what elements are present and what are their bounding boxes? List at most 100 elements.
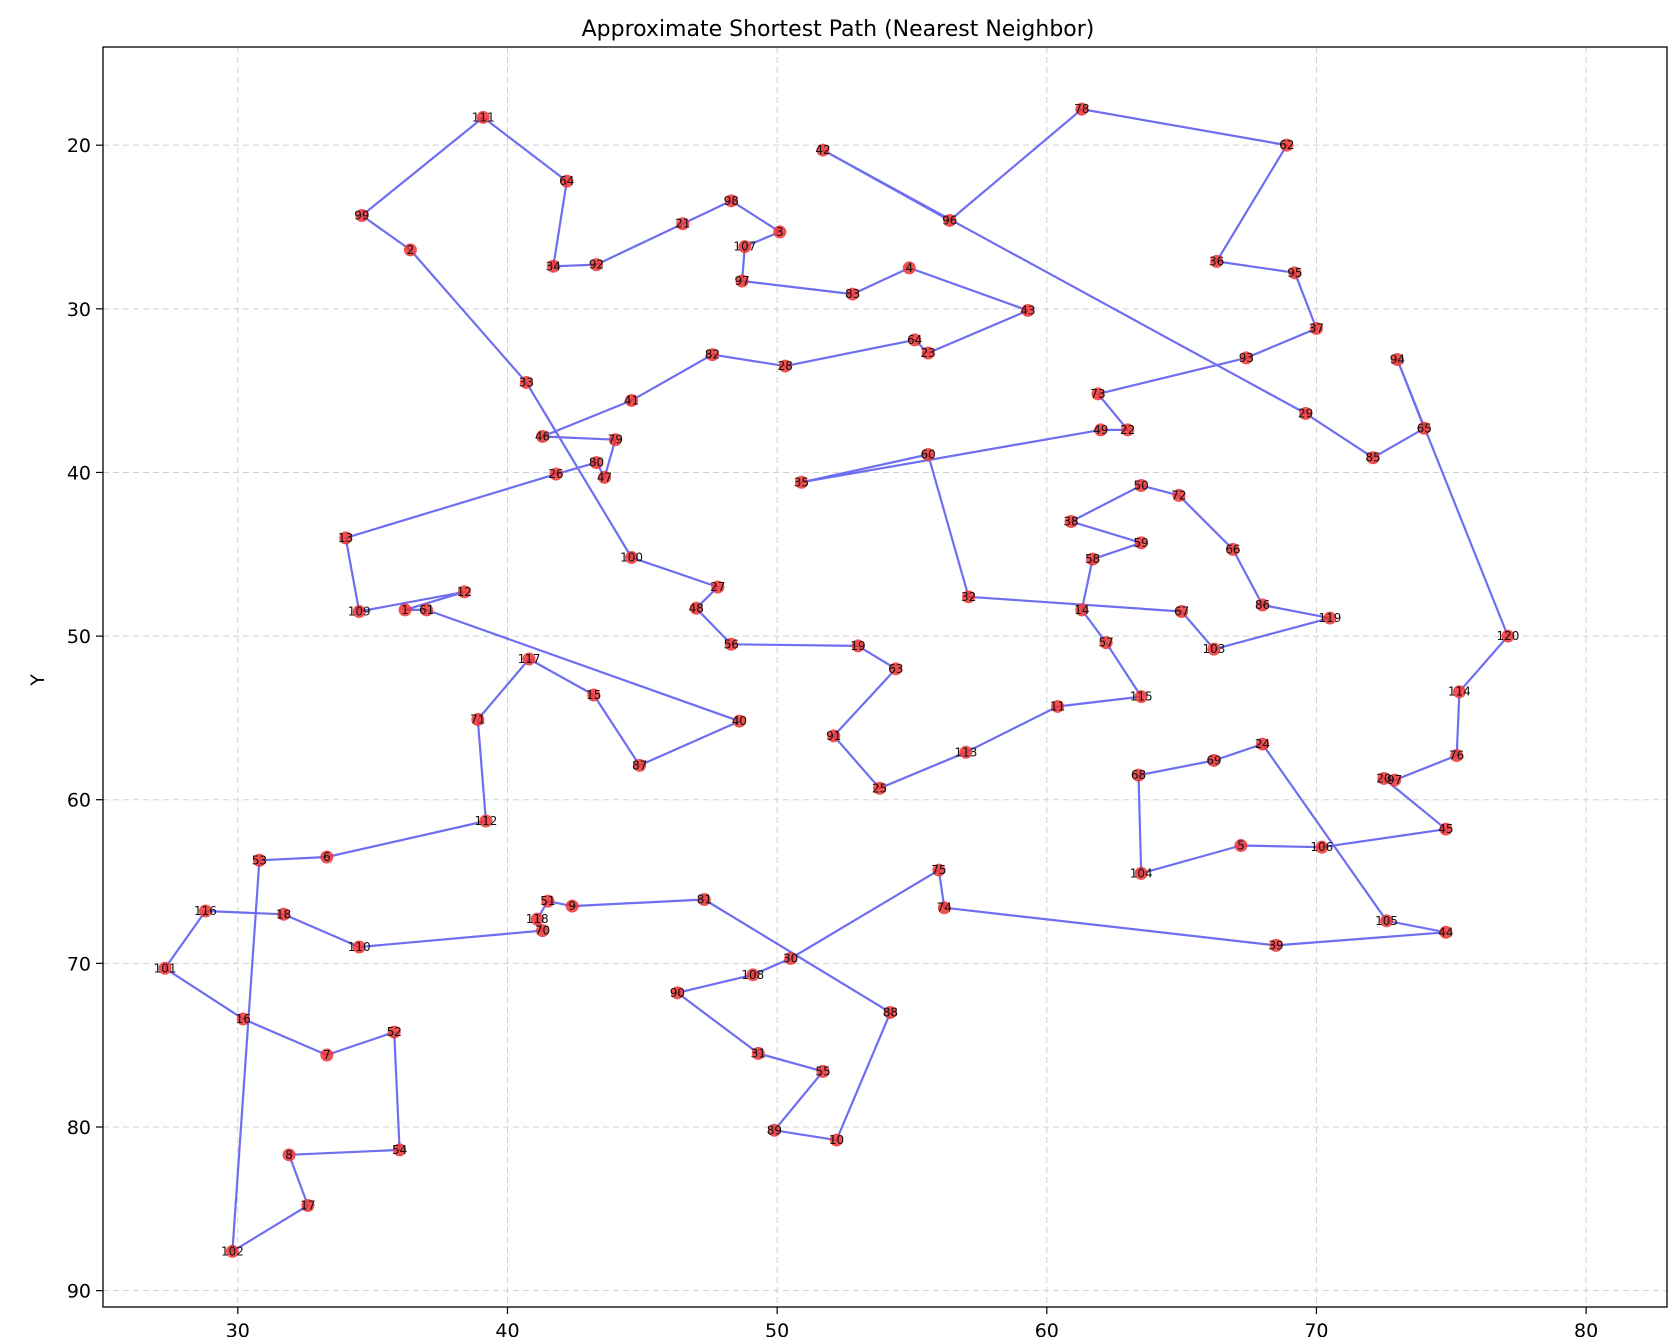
data-point bbox=[778, 359, 792, 373]
point-label: 42 bbox=[815, 143, 830, 157]
data-point bbox=[1380, 914, 1394, 928]
data-point bbox=[1099, 636, 1113, 650]
point-label: 20 bbox=[1376, 771, 1391, 785]
data-point bbox=[536, 429, 550, 443]
point-label: 45 bbox=[1438, 822, 1453, 836]
data-point bbox=[1417, 421, 1431, 435]
point-label: 78 bbox=[1074, 102, 1089, 116]
point-label: 10 bbox=[829, 1133, 844, 1147]
point-label: 117 bbox=[518, 652, 541, 666]
data-point bbox=[1075, 102, 1089, 116]
data-point bbox=[198, 904, 212, 918]
route-path bbox=[163, 108, 1509, 1253]
point-label: 95 bbox=[1287, 266, 1302, 280]
data-point bbox=[1086, 552, 1100, 566]
point-label: 16 bbox=[236, 1012, 251, 1026]
point-label: 56 bbox=[724, 637, 739, 651]
point-label: 58 bbox=[1085, 552, 1100, 566]
data-point bbox=[1269, 938, 1283, 952]
point-label: 5 bbox=[1237, 839, 1245, 853]
data-point bbox=[943, 213, 957, 227]
data-point bbox=[1021, 303, 1035, 317]
y-tick-label: 90 bbox=[67, 1281, 91, 1303]
point-label: 104 bbox=[1130, 866, 1153, 880]
point-label: 36 bbox=[1209, 254, 1224, 268]
data-point bbox=[1366, 451, 1380, 465]
data-point bbox=[829, 1133, 843, 1147]
point-label: 98 bbox=[724, 194, 739, 208]
point-label: 71 bbox=[470, 713, 485, 727]
data-point bbox=[1091, 387, 1105, 401]
point-label: 7 bbox=[323, 1048, 331, 1062]
point-label: 109 bbox=[348, 605, 371, 619]
data-point bbox=[1501, 629, 1515, 643]
x-tick-label: 60 bbox=[1035, 1320, 1059, 1337]
point-label: 72 bbox=[1171, 488, 1186, 502]
data-point bbox=[352, 605, 366, 619]
data-point bbox=[549, 467, 563, 481]
point-label: 23 bbox=[921, 346, 936, 360]
data-point bbox=[1452, 685, 1466, 699]
x-tick-label: 70 bbox=[1304, 1320, 1328, 1337]
point-label: 83 bbox=[845, 287, 860, 301]
point-label: 76 bbox=[1449, 749, 1464, 763]
data-point bbox=[697, 893, 711, 907]
point-label: 9 bbox=[568, 899, 576, 913]
data-point bbox=[457, 585, 471, 599]
point-label: 89 bbox=[767, 1123, 782, 1137]
data-point bbox=[902, 261, 916, 275]
point-label: 38 bbox=[1063, 515, 1078, 529]
data-point bbox=[959, 745, 973, 759]
data-point bbox=[1172, 488, 1186, 502]
point-label: 32 bbox=[961, 590, 976, 604]
point-label: 114 bbox=[1448, 685, 1471, 699]
data-point bbox=[816, 1064, 830, 1078]
point-label: 102 bbox=[221, 1244, 244, 1258]
data-point bbox=[1323, 611, 1337, 625]
point-label: 48 bbox=[689, 601, 704, 615]
point-label: 79 bbox=[608, 433, 623, 447]
point-label: 35 bbox=[794, 475, 809, 489]
point-label: 74 bbox=[937, 901, 952, 915]
data-point bbox=[732, 714, 746, 728]
point-label: 11 bbox=[1050, 699, 1065, 713]
point-label: 105 bbox=[1375, 914, 1398, 928]
point-label: 99 bbox=[354, 209, 369, 223]
data-point bbox=[1299, 407, 1313, 421]
point-label: 93 bbox=[1239, 351, 1254, 365]
point-label: 43 bbox=[1020, 303, 1035, 317]
point-label: 94 bbox=[1390, 353, 1405, 367]
point-label: 118 bbox=[526, 912, 549, 926]
data-point bbox=[236, 1012, 250, 1026]
point-label: 64 bbox=[559, 174, 574, 188]
data-point bbox=[519, 375, 533, 389]
data-point bbox=[403, 243, 417, 257]
point-label: 37 bbox=[1309, 321, 1324, 335]
data-point bbox=[937, 901, 951, 915]
point-label: 22 bbox=[1120, 423, 1135, 437]
data-point bbox=[589, 258, 603, 272]
data-point bbox=[1094, 423, 1108, 437]
data-point bbox=[794, 475, 808, 489]
data-point bbox=[598, 470, 612, 484]
point-label: 63 bbox=[888, 662, 903, 676]
x-tick-label: 40 bbox=[495, 1320, 519, 1337]
point-label: 90 bbox=[670, 986, 685, 1000]
data-point bbox=[625, 393, 639, 407]
path-lines bbox=[163, 108, 1509, 1253]
point-label: 80 bbox=[589, 456, 604, 470]
data-points bbox=[158, 102, 1515, 1258]
point-label: 49 bbox=[1093, 423, 1108, 437]
point-label: 97 bbox=[1387, 773, 1402, 787]
point-label: 47 bbox=[597, 470, 612, 484]
data-point bbox=[1175, 605, 1189, 619]
data-point bbox=[827, 729, 841, 743]
point-label: 26 bbox=[548, 467, 563, 481]
point-label: 53 bbox=[252, 853, 267, 867]
data-point bbox=[1131, 768, 1145, 782]
point-label: 39 bbox=[1268, 938, 1283, 952]
data-point bbox=[1075, 603, 1089, 617]
x-tick-label: 50 bbox=[765, 1320, 789, 1337]
data-point bbox=[320, 1048, 334, 1062]
